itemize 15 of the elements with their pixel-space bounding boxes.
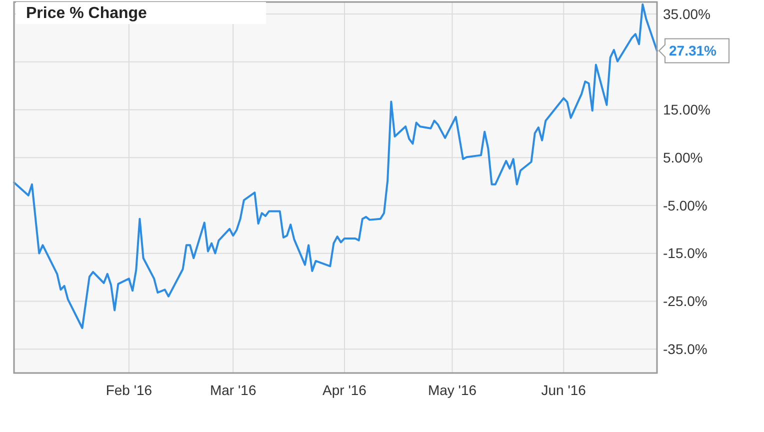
line-series	[13, 3, 658, 329]
y-tick-label: 15.00%	[663, 102, 710, 118]
y-tick-label: -5.00%	[663, 197, 708, 214]
x-tick-label: Jun '16	[541, 382, 586, 398]
x-tick-label: May '16	[428, 382, 477, 398]
annotation: 27.31%	[669, 42, 718, 59]
y-tick-label: 35.00%	[663, 6, 710, 22]
x-tick-label: Mar '16	[210, 382, 256, 398]
y-tick-label: 5.00%	[663, 149, 703, 166]
y-tick-label: -25.0%	[663, 293, 708, 310]
x-tick-label: Feb '16	[106, 382, 152, 398]
x-tick-label: Apr '16	[322, 382, 367, 398]
chart-title: Price % Change	[26, 5, 148, 22]
y-tick-label: -35.0%	[663, 340, 708, 357]
y-tick-label: -15.0%	[663, 245, 708, 262]
